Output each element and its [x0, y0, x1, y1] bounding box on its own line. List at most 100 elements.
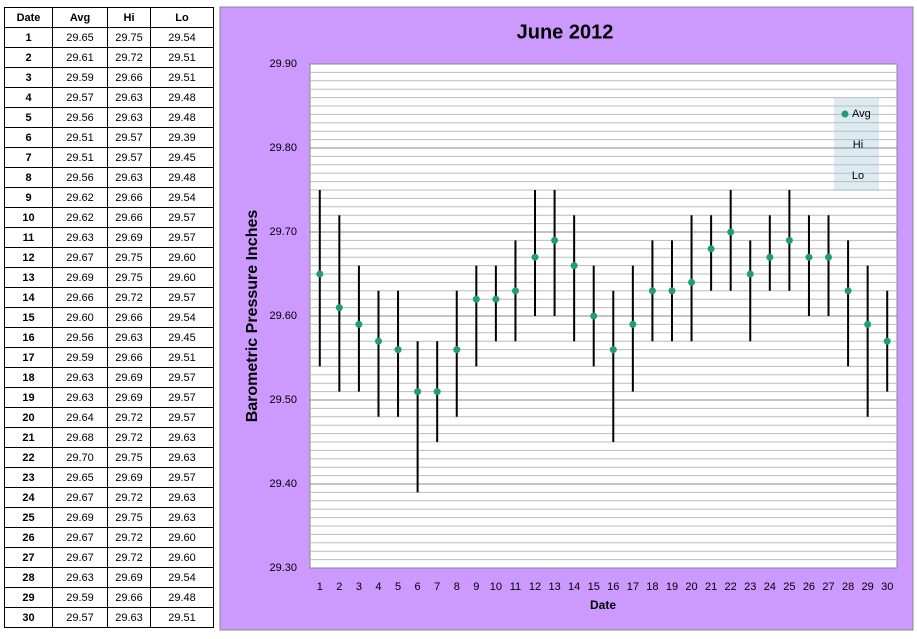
- table-cell: 29.54: [150, 307, 214, 328]
- legend-label: Hi: [853, 139, 863, 151]
- avg-marker: [648, 287, 656, 295]
- table-cell: 29.69: [107, 367, 151, 388]
- x-tick-label: 14: [568, 581, 580, 593]
- table-row: 22 29.70 29.75 29.63: [4, 447, 214, 468]
- x-axis-title: Date: [590, 598, 616, 612]
- table-cell: 29.63: [52, 367, 108, 388]
- avg-marker: [570, 262, 578, 270]
- table-row: 9 29.62 29.66 29.54: [4, 187, 214, 208]
- table-row: 25 29.69 29.75 29.63: [4, 507, 214, 528]
- x-tick-label: 27: [822, 581, 834, 593]
- x-tick-label: 30: [881, 581, 893, 593]
- table-cell: 29.72: [107, 427, 151, 448]
- x-tick-label: 19: [666, 581, 678, 593]
- avg-marker: [492, 295, 500, 303]
- avg-marker: [805, 253, 813, 261]
- avg-marker: [688, 278, 696, 286]
- table-cell: 19: [4, 387, 53, 408]
- avg-marker: [864, 320, 872, 328]
- x-tick-label: 25: [783, 581, 795, 593]
- table-cell: 29.69: [107, 467, 151, 488]
- avg-marker: [766, 253, 774, 261]
- y-tick-label: 29.70: [269, 226, 297, 238]
- avg-marker: [511, 287, 519, 295]
- table-cell: 29.57: [150, 287, 214, 308]
- x-tick-label: 10: [490, 581, 502, 593]
- table-cell: 29.54: [150, 187, 214, 208]
- table-row: 3 29.59 29.66 29.51: [4, 67, 214, 88]
- table-row: 10 29.62 29.66 29.57: [4, 207, 214, 228]
- x-tick-label: 4: [375, 581, 381, 593]
- table-row: 30 29.57 29.63 29.51: [4, 607, 214, 628]
- avg-marker: [316, 270, 324, 278]
- x-tick-label: 29: [862, 581, 874, 593]
- avg-marker: [590, 312, 598, 320]
- legend-marker: [841, 110, 849, 118]
- x-tick-label: 26: [803, 581, 815, 593]
- table-row: 26 29.67 29.72 29.60: [4, 527, 214, 548]
- table-row: 6 29.51 29.57 29.39: [4, 127, 214, 148]
- x-tick-label: 12: [529, 581, 541, 593]
- y-axis-title: Barometric Pressure Inches: [244, 210, 261, 423]
- table-cell: 29.62: [52, 187, 108, 208]
- table-cell: 29.57: [107, 127, 151, 148]
- table-cell: 29.60: [150, 547, 214, 568]
- avg-marker: [531, 253, 539, 261]
- table-row: 11 29.63 29.69 29.57: [4, 227, 214, 248]
- avg-marker: [785, 236, 793, 244]
- x-tick-label: 3: [356, 581, 362, 593]
- x-tick-label: 18: [646, 581, 658, 593]
- table-cell: 29.63: [52, 387, 108, 408]
- x-tick-label: 23: [744, 581, 756, 593]
- x-tick-label: 9: [473, 581, 479, 593]
- table-cell: 30: [4, 607, 53, 628]
- table-row: 23 29.65 29.69 29.57: [4, 467, 214, 488]
- avg-marker: [707, 245, 715, 253]
- legend: [834, 97, 879, 191]
- table-cell: 29.69: [107, 227, 151, 248]
- avg-marker: [551, 236, 559, 244]
- table-cell: 29.69: [107, 567, 151, 588]
- avg-marker: [629, 320, 637, 328]
- table-cell: 29.57: [150, 467, 214, 488]
- table-cell: 29.69: [52, 267, 108, 288]
- y-tick-label: 29.40: [269, 478, 297, 490]
- table-row: 16 29.56 29.63 29.45: [4, 327, 214, 348]
- table-cell: 29.75: [107, 447, 151, 468]
- table-row: 1 29.65 29.75 29.54: [4, 27, 214, 48]
- table-row: 15 29.60 29.66 29.54: [4, 307, 214, 328]
- table-row: 27 29.67 29.72 29.60: [4, 547, 214, 568]
- avg-marker: [453, 346, 461, 354]
- table-cell: 26: [4, 527, 53, 548]
- table-cell: 29.75: [107, 507, 151, 528]
- table-cell: 29.57: [150, 367, 214, 388]
- table-cell: 29.57: [52, 607, 108, 628]
- table-cell: 29.57: [150, 207, 214, 228]
- x-tick-label: 24: [764, 581, 776, 593]
- table-row: 24 29.67 29.72 29.63: [4, 487, 214, 508]
- avg-marker: [844, 287, 852, 295]
- table-cell: 29.51: [150, 607, 214, 628]
- table-row: 14 29.66 29.72 29.57: [4, 287, 214, 308]
- table-row: 29 29.59 29.66 29.48: [4, 587, 214, 608]
- table-cell: 29.56: [52, 327, 108, 348]
- avg-marker: [355, 320, 363, 328]
- x-tick-label: 13: [548, 581, 560, 593]
- table-cell: 29.63: [150, 507, 214, 528]
- table-cell: 29.72: [107, 487, 151, 508]
- table-cell: 14: [4, 287, 53, 308]
- x-tick-label: 6: [415, 581, 421, 593]
- avg-marker: [433, 388, 441, 396]
- x-tick-label: 16: [607, 581, 619, 593]
- table-cell: 29.45: [150, 327, 214, 348]
- x-tick-label: 1: [317, 581, 323, 593]
- avg-marker: [374, 337, 382, 345]
- x-tick-label: 21: [705, 581, 717, 593]
- chart-title: June 2012: [517, 21, 614, 43]
- avg-marker: [883, 337, 891, 345]
- table-cell: 29.75: [107, 267, 151, 288]
- y-tick-label: 29.80: [269, 142, 297, 154]
- table-cell: 29.72: [107, 287, 151, 308]
- x-tick-label: 20: [685, 581, 697, 593]
- x-tick-label: 15: [588, 581, 600, 593]
